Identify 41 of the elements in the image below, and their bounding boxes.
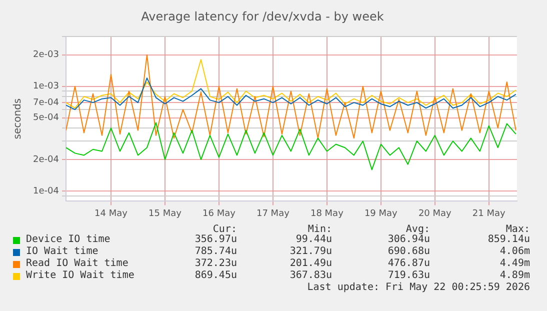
x-tick-label: 17 May [256,208,290,219]
text: Max: [506,224,530,235]
text: 99.44u [296,234,332,245]
text: 476.87u [388,258,430,269]
y-tick-label: 7e-04 [33,98,60,108]
y-tick-label: 1e-03 [33,82,59,92]
x-tick-label: 20 May [418,208,452,219]
x-tick-label: 21 May [472,208,506,219]
legend-label: IO Wait time [26,246,98,257]
x-tick-label: 18 May [310,208,344,219]
legend-label: Device IO time [26,234,110,245]
text: 306.94u [388,234,430,245]
y-tick-label: 1e-04 [33,186,60,196]
text: Min: [308,224,332,235]
text: 4.49m [500,258,530,269]
text: 4.89m [500,270,530,281]
x-tick-label: 15 May [148,208,182,219]
x-tick-label: 14 May [94,208,128,219]
y-tick-label: 2e-04 [33,154,60,165]
x-tick-label: 16 May [202,208,236,219]
chart-title: Average latency for /dev/xvda - by week [141,9,384,24]
y-tick-label: 5e-04 [33,113,60,124]
text: 690.68u [388,246,430,257]
text: 869.45u [194,270,237,281]
text: 859.14u [488,234,530,245]
x-tick-label: 19 May [364,208,398,219]
text: Avg: [406,224,430,235]
text: 201.49u [290,258,332,269]
text: Last update: Fri May 22 00:25:59 2026 [307,282,530,293]
text: Cur: [212,224,237,235]
text: 372.23u [194,258,237,269]
text: 367.83u [290,270,332,281]
legend-label: Read IO Wait time [26,258,128,269]
text: 321.79u [290,246,332,257]
legend-label: Write IO Wait time [26,270,134,281]
y-axis-title: seconds [12,98,24,140]
text: 4.06m [500,246,530,257]
text: 719.63u [388,270,430,281]
text: 785.74u [194,246,237,257]
y-tick-label: 2e-03 [33,50,59,60]
text: 356.97u [194,234,237,245]
